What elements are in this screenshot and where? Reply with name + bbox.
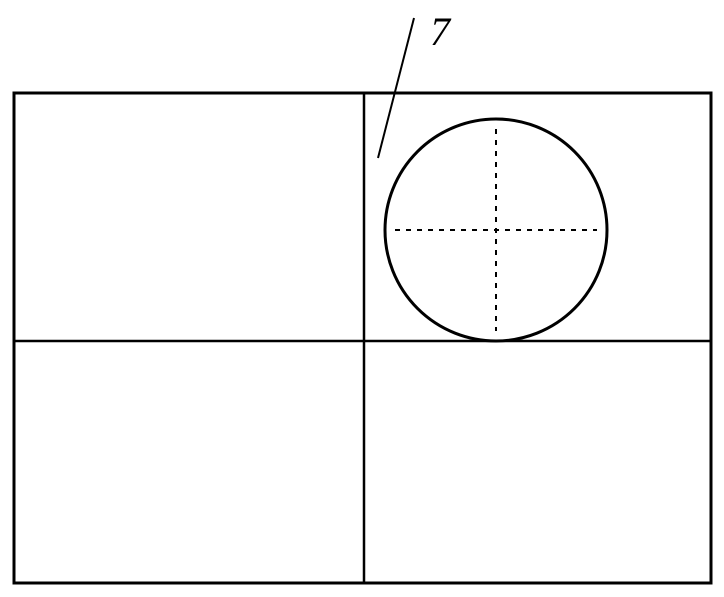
- diagram-container: 7: [0, 0, 724, 592]
- leader-line: [378, 18, 414, 158]
- callout-label: 7: [430, 8, 450, 55]
- diagram-svg: [0, 0, 724, 592]
- outer-rectangle: [14, 93, 711, 583]
